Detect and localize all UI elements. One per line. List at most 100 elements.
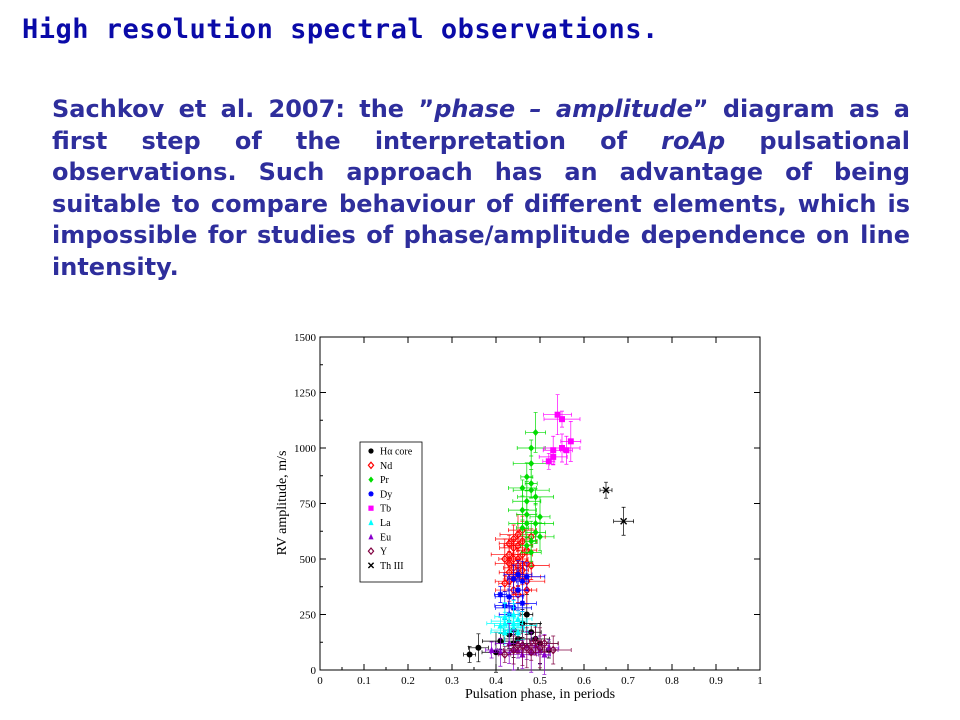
- data-point-tb: [554, 411, 561, 418]
- x-tick-label: 0.7: [621, 675, 635, 687]
- data-point-pr: [528, 548, 535, 556]
- data-point-nd: [514, 530, 522, 540]
- x-tick-label: 0.2: [401, 675, 415, 687]
- para-mid: diagram as a first step of the interpret…: [52, 95, 910, 155]
- y-tick-label: 1250: [294, 388, 317, 400]
- data-point-pr: [523, 542, 530, 550]
- error-bar: [530, 635, 559, 652]
- x-tick-label: 0.3: [445, 675, 459, 687]
- legend-label: La: [380, 518, 391, 529]
- data-point-y: [509, 645, 518, 655]
- data-point-y: [531, 636, 540, 646]
- data-point-nd: [501, 554, 509, 564]
- x-tick-label: 0.9: [709, 675, 723, 687]
- y-tick-label: 500: [300, 554, 317, 566]
- error-bar: [507, 637, 529, 654]
- legend-label: Nd: [380, 461, 392, 472]
- data-point-dy: [497, 591, 504, 598]
- legend-label: Th III: [380, 561, 404, 572]
- data-point-tb: [559, 445, 565, 451]
- data-point-tb: [559, 416, 565, 423]
- error-bar: [512, 643, 550, 661]
- phase-amplitude-chart: 0 0.1 0.2 0.3 0.4 0.5 0.6 0.7 0.8 0.9 1 0 250 500 750 1…: [268, 326, 768, 710]
- legend-label: Tb: [380, 504, 391, 515]
- para-emph-phase-amplitude: phase – amplitude: [434, 95, 693, 123]
- data-point-nd: [527, 561, 535, 571]
- legend-marker: [368, 533, 374, 540]
- data-point-nd: [505, 539, 513, 548]
- data-point-pr: [537, 513, 543, 521]
- y-tick-label: 1500: [294, 332, 317, 344]
- data-point-pr: [523, 473, 530, 481]
- data-point-dy: [519, 578, 526, 585]
- data-point-dy: [506, 593, 513, 600]
- data-point-la: [515, 628, 521, 636]
- error-bar: [529, 626, 542, 656]
- data-point-pr: [523, 497, 530, 505]
- data-point-y: [523, 643, 531, 653]
- data-point-nd: [509, 554, 518, 564]
- data-point-pr: [528, 460, 535, 468]
- series-pr: [508, 412, 555, 567]
- data-point-tb: [563, 447, 570, 454]
- data-point-nd: [505, 550, 513, 559]
- data-point-pr: [532, 428, 539, 436]
- axis-ticks: 0 0.1 0.2 0.3 0.4 0.5 0.6 0.7 0.8 0.9 1 0 250 500 750 1…: [294, 332, 763, 687]
- data-point-pr: [519, 506, 526, 514]
- y-tick-label: 1000: [294, 443, 317, 455]
- x-tick-label: 0.4: [489, 675, 503, 687]
- data-point-dy: [510, 575, 517, 582]
- legend-label: Hα core: [380, 447, 413, 458]
- quote-open: ”: [418, 95, 435, 123]
- legend-marker: [368, 491, 374, 497]
- error-bar: [507, 544, 520, 574]
- legend: Hα core Nd Pr Dy Tb La Eu Y Th III: [359, 441, 423, 583]
- data-marks: [463, 394, 634, 675]
- x-tick-label: 0: [317, 675, 323, 687]
- slide-title: High resolution spectral observations.: [22, 14, 659, 45]
- data-point-la: [515, 615, 521, 622]
- data-point-pr: [532, 493, 539, 501]
- data-point-tb: [545, 458, 552, 465]
- legend-marker: [367, 562, 375, 569]
- legend-label: Eu: [380, 532, 391, 543]
- legend-marker: [367, 461, 375, 470]
- data-point-tb: [550, 453, 557, 460]
- data-point-dy: [523, 573, 530, 580]
- data-point-pr: [519, 484, 526, 492]
- error-bar: [503, 635, 524, 665]
- x-tick-label: 0.5: [533, 675, 547, 687]
- data-point-y: [549, 645, 557, 655]
- quote-close: ”: [692, 95, 709, 123]
- legend-label: Dy: [380, 489, 392, 500]
- data-point-pr: [523, 519, 530, 527]
- data-point-nd: [509, 534, 518, 544]
- y-tick-label: 750: [300, 499, 317, 511]
- x-tick-label: 0.8: [665, 675, 679, 687]
- slide-paragraph: Sachkov et al. 2007: the ”phase – amplit…: [52, 94, 910, 316]
- data-point-la: [497, 622, 504, 629]
- legend-label: Pr: [380, 475, 390, 486]
- error-bar: [498, 646, 512, 663]
- series-th-iii: [599, 481, 634, 536]
- legend-box: [359, 441, 423, 583]
- data-point-tb: [567, 438, 574, 445]
- legend-label: Y: [380, 547, 387, 558]
- data-point-y: [540, 638, 549, 648]
- data-point-y: [527, 647, 535, 657]
- error-bar: [520, 627, 534, 669]
- data-point-pr: [528, 480, 535, 488]
- legend-marker: [367, 547, 375, 556]
- series-tb: [538, 394, 582, 470]
- error-bar: [534, 635, 572, 665]
- data-point-dy: [515, 571, 521, 578]
- data-point-dy: [515, 587, 521, 594]
- x-tick-label: 0.1: [357, 675, 371, 687]
- para-tail: pulsational observations. Such approach …: [52, 126, 910, 281]
- chart-svg: 0 0.1 0.2 0.3 0.4 0.5 0.6 0.7 0.8 0.9 1 0 250 500 750 1…: [275, 332, 763, 702]
- data-point-la: [501, 619, 508, 627]
- data-point-dy: [519, 600, 526, 607]
- data-point-nd: [523, 585, 531, 595]
- error-bar: [498, 535, 520, 552]
- series-y: [498, 625, 572, 669]
